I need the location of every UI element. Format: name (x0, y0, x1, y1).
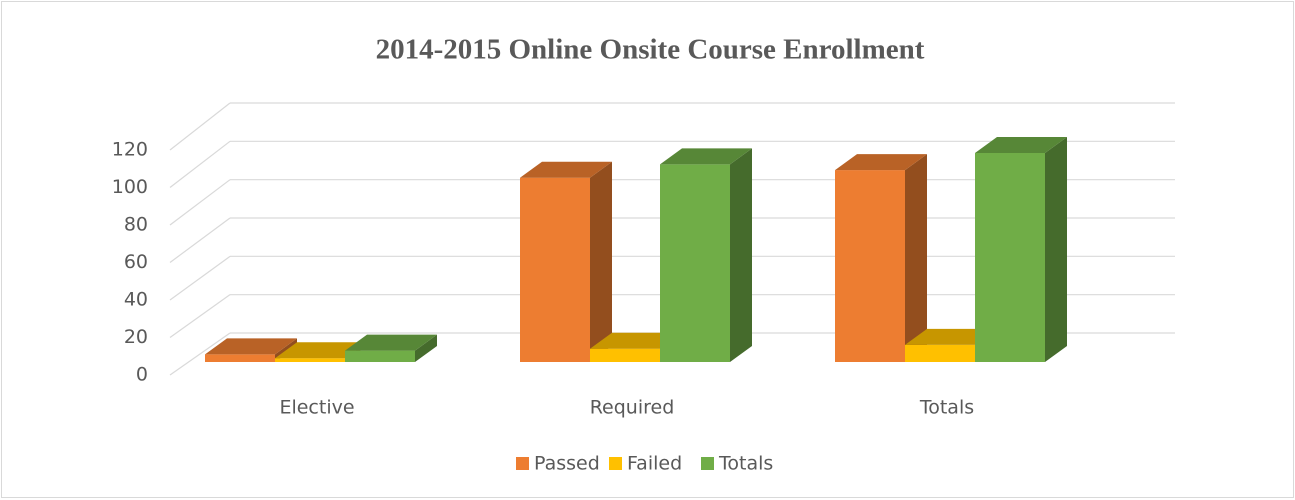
bar-side (905, 154, 927, 362)
bar-top (520, 161, 612, 178)
x-tick-label: Totals (919, 397, 974, 419)
bar-top (660, 148, 752, 165)
bar (520, 177, 590, 362)
bar (205, 354, 275, 362)
bar (975, 153, 1045, 362)
bar-top (905, 328, 997, 345)
grid-line (169, 294, 231, 338)
bar (660, 164, 730, 362)
bar (275, 358, 345, 362)
bar-side (730, 148, 752, 362)
y-tick-label: 40 (124, 289, 148, 311)
legend-swatch (701, 457, 714, 470)
y-tick-label: 80 (124, 214, 148, 236)
y-tick-label: 120 (112, 139, 148, 161)
bar-top (275, 342, 367, 359)
grid-line (169, 102, 231, 151)
legend-swatch (516, 457, 529, 470)
chart-title: 2014-2015 Online Onsite Course Enrollmen… (376, 34, 925, 66)
bar-side (1045, 137, 1067, 362)
y-tick-label: 100 (112, 176, 148, 198)
grid-line (169, 332, 231, 376)
bar-top (975, 137, 1067, 153)
bar-top (590, 332, 682, 349)
grid-line (169, 255, 231, 301)
y-tick-label: 0 (136, 364, 148, 386)
legend-label: Failed (627, 453, 682, 475)
x-tick-label: Required (590, 397, 675, 419)
bar-top (345, 334, 437, 351)
bar (345, 350, 415, 362)
bar-top (835, 154, 927, 171)
legend-label: Passed (534, 453, 600, 475)
x-tick-label: Elective (279, 397, 354, 419)
y-tick-label: 60 (124, 251, 148, 273)
y-tick-label: 20 (124, 326, 148, 348)
bar (835, 170, 905, 362)
bar-side (590, 161, 612, 362)
grid-line (169, 179, 231, 226)
legend-label: Totals (718, 453, 773, 475)
bar (590, 348, 660, 362)
bar-side (415, 334, 437, 362)
legend-swatch (609, 457, 622, 470)
bar-top (205, 338, 297, 355)
bar (905, 344, 975, 362)
grid-line (169, 140, 231, 188)
grid-line (169, 217, 231, 263)
